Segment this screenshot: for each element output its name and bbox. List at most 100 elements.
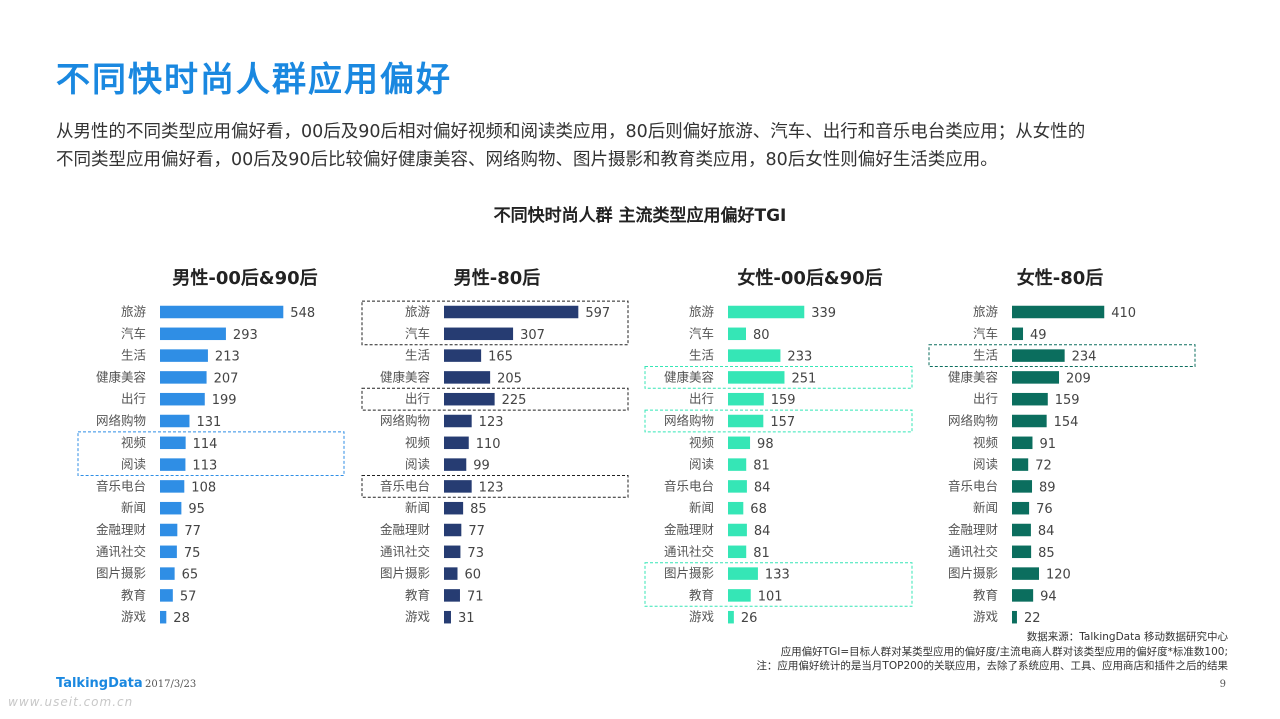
value-label: 209 bbox=[1066, 371, 1091, 386]
category-label: 视频 bbox=[121, 435, 147, 450]
category-label: 新闻 bbox=[121, 500, 146, 515]
value-label: 65 bbox=[182, 568, 199, 583]
category-label: 通讯社交 bbox=[380, 544, 430, 559]
value-label: 99 bbox=[473, 459, 490, 474]
value-label: 154 bbox=[1054, 415, 1079, 430]
value-label: 207 bbox=[214, 371, 239, 386]
category-label: 健康美容 bbox=[96, 369, 146, 384]
bar bbox=[160, 392, 205, 406]
bar bbox=[160, 327, 226, 341]
category-label: 视频 bbox=[973, 435, 999, 450]
highlight-box bbox=[361, 475, 629, 498]
tgi-definition-note: 应用偏好TGI=目标人群对某类型应用的偏好度/主流电商人群对该类型应用的偏好度*… bbox=[780, 645, 1228, 658]
value-label: 159 bbox=[1055, 393, 1080, 408]
notes: 数据来源：TalkingData 移动数据研究中心 应用偏好TGI=目标人群对某… bbox=[756, 630, 1228, 674]
value-label: 548 bbox=[290, 306, 315, 321]
value-label: 81 bbox=[753, 459, 770, 474]
source-note: 数据来源：TalkingData 移动数据研究中心 bbox=[1026, 631, 1228, 643]
bar bbox=[160, 610, 167, 624]
value-label: 114 bbox=[193, 437, 218, 452]
bar bbox=[444, 523, 462, 537]
bar bbox=[728, 589, 751, 602]
bar bbox=[1012, 327, 1024, 341]
value-label: 60 bbox=[465, 568, 482, 583]
value-label: 77 bbox=[468, 524, 485, 539]
bar bbox=[444, 501, 464, 515]
panel-title: 男性-80后 bbox=[454, 267, 541, 289]
bar bbox=[1012, 458, 1029, 471]
category-label: 生活 bbox=[405, 348, 430, 363]
value-label: 123 bbox=[479, 480, 504, 495]
bar bbox=[444, 327, 514, 341]
category-label: 游戏 bbox=[689, 609, 714, 624]
category-label: 旅游 bbox=[121, 304, 147, 319]
value-label: 72 bbox=[1035, 459, 1052, 474]
bar bbox=[160, 523, 178, 537]
value-label: 73 bbox=[467, 546, 484, 561]
bar bbox=[160, 414, 190, 428]
bar bbox=[444, 545, 461, 559]
bar bbox=[728, 414, 764, 428]
value-label: 251 bbox=[791, 371, 816, 386]
value-label: 84 bbox=[754, 480, 771, 495]
watermark: www.useit.com.cn bbox=[8, 695, 134, 709]
category-label: 图片摄影 bbox=[664, 566, 715, 581]
bar bbox=[1012, 589, 1034, 602]
page-number: 9 bbox=[1219, 679, 1226, 690]
category-label: 金融理财 bbox=[948, 522, 998, 537]
category-label: 生活 bbox=[973, 348, 998, 363]
method-note: 注：应用偏好统计的是当月TOP200的关联应用，去除了系统应用、工具、应用商店和… bbox=[756, 660, 1228, 672]
value-label: 76 bbox=[1036, 502, 1053, 517]
category-label: 通讯社交 bbox=[96, 544, 146, 559]
category-label: 汽车 bbox=[405, 326, 430, 341]
value-label: 410 bbox=[1111, 306, 1136, 321]
bar bbox=[444, 436, 469, 450]
value-label: 120 bbox=[1046, 568, 1071, 583]
bar bbox=[1012, 523, 1031, 537]
category-label: 图片摄影 bbox=[96, 566, 147, 581]
bar bbox=[160, 501, 182, 515]
value-label: 91 bbox=[1039, 437, 1056, 452]
report-date: 2017/3/23 bbox=[145, 679, 197, 690]
category-label: 教育 bbox=[405, 587, 430, 602]
bar bbox=[728, 523, 747, 537]
bar bbox=[444, 458, 467, 471]
highlight-box bbox=[644, 366, 913, 389]
category-label: 金融理财 bbox=[96, 522, 146, 537]
bar bbox=[728, 501, 744, 515]
bar bbox=[728, 327, 746, 341]
category-label: 旅游 bbox=[973, 304, 999, 319]
category-label: 阅读 bbox=[121, 457, 146, 472]
bar bbox=[160, 349, 208, 362]
bar bbox=[728, 480, 747, 493]
category-label: 阅读 bbox=[973, 457, 998, 472]
value-label: 28 bbox=[173, 611, 190, 626]
value-label: 84 bbox=[1038, 524, 1055, 539]
value-label: 84 bbox=[754, 524, 771, 539]
category-label: 汽车 bbox=[973, 326, 998, 341]
bar bbox=[728, 349, 781, 362]
value-label: 26 bbox=[741, 611, 758, 626]
bar bbox=[160, 545, 177, 559]
bar bbox=[444, 480, 472, 493]
highlight-box bbox=[644, 409, 913, 433]
value-label: 339 bbox=[811, 306, 836, 321]
bar bbox=[1012, 371, 1060, 384]
bar bbox=[1012, 436, 1033, 450]
panel-title: 女性-00后&90后 bbox=[737, 267, 882, 289]
value-label: 95 bbox=[188, 502, 205, 517]
bar bbox=[728, 371, 785, 384]
bar bbox=[444, 567, 458, 580]
bar bbox=[444, 371, 491, 384]
bar bbox=[1012, 349, 1065, 362]
category-label: 视频 bbox=[405, 435, 431, 450]
panel-title: 男性-00后&90后 bbox=[172, 267, 317, 289]
category-label: 出行 bbox=[405, 391, 430, 406]
bar bbox=[444, 305, 579, 319]
category-label: 金融理财 bbox=[664, 522, 714, 537]
bar bbox=[1012, 392, 1048, 406]
category-label: 通讯社交 bbox=[664, 544, 714, 559]
bar bbox=[1012, 305, 1105, 319]
bar bbox=[160, 436, 186, 450]
bar bbox=[1012, 610, 1017, 624]
